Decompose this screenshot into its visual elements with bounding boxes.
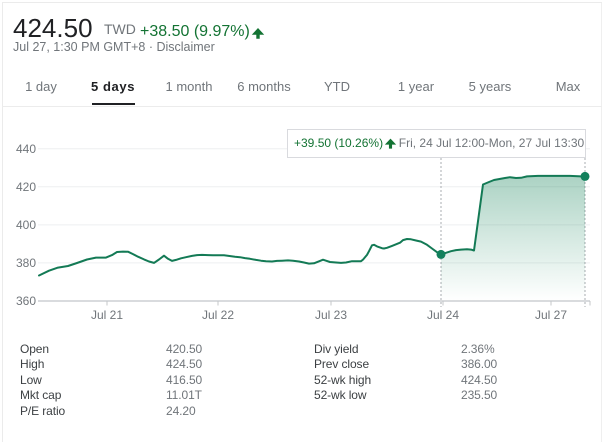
svg-text:Jul 21: Jul 21 xyxy=(91,308,123,322)
svg-text:Jul 22: Jul 22 xyxy=(202,308,234,322)
svg-text:Jul 24: Jul 24 xyxy=(427,308,459,322)
svg-text:380: 380 xyxy=(16,256,36,270)
svg-text:360: 360 xyxy=(16,294,36,308)
svg-text:400: 400 xyxy=(16,218,36,232)
svg-text:440: 440 xyxy=(16,142,36,156)
svg-text:Jul 27: Jul 27 xyxy=(535,308,567,322)
svg-text:420: 420 xyxy=(16,180,36,194)
svg-text:Jul 23: Jul 23 xyxy=(315,308,347,322)
